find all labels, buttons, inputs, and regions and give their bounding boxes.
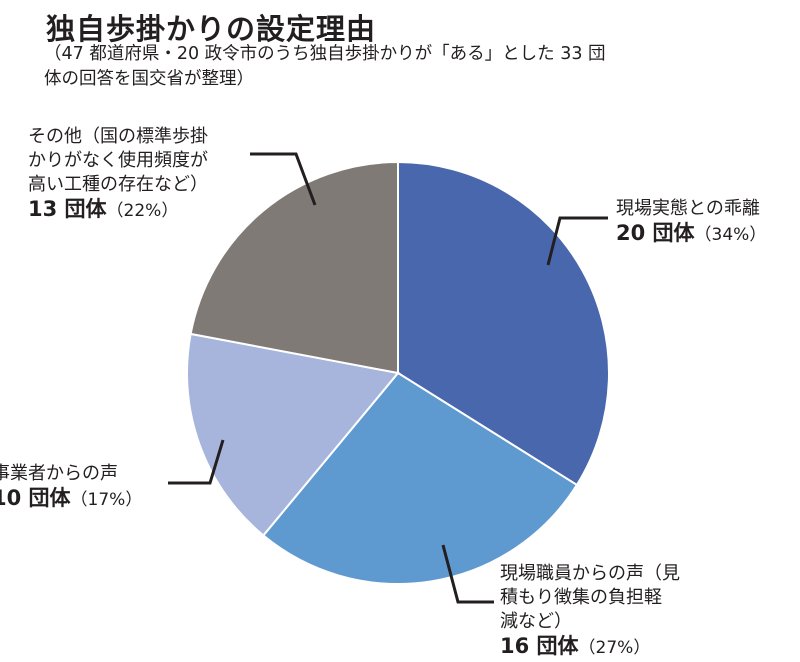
slice-percent: （27%） bbox=[578, 638, 651, 658]
slice-name-line: 現場実態との乖離 bbox=[616, 198, 760, 219]
slice-percent: （22%） bbox=[106, 201, 179, 221]
slice-name-line: かりがなく使用頻度が bbox=[28, 150, 208, 171]
subtitle-line-2: 体の回答を国交省が整理） bbox=[44, 69, 254, 89]
slice-label-genba-jittai: 現場実態との乖離 20 団体（34%） bbox=[616, 197, 766, 247]
leader-line bbox=[250, 152, 317, 206]
chart-title: 独自歩掛かりの設定理由 bbox=[46, 12, 377, 46]
chart-subtitle: （47 都道府県・20 政令市のうち独自歩掛かりが「ある」とした 33 団 体の… bbox=[44, 42, 764, 92]
slice-name-line: 事業者からの声 bbox=[0, 463, 118, 484]
slice-name-line: 現場職員からの声（見 bbox=[500, 563, 680, 584]
slice-name-line: 高い工種の存在など） bbox=[28, 174, 208, 195]
slice-count: 20 団体 bbox=[616, 221, 695, 245]
pie-slice-genba-jittai bbox=[397, 160, 610, 487]
slice-count: 10 団体 bbox=[0, 486, 71, 510]
subtitle-line-1: （47 都道府県・20 政令市のうち独自歩掛かりが「ある」とした 33 団 bbox=[44, 44, 606, 64]
slice-label-sonota: その他（国の標準歩掛 かりがなく使用頻度が 高い工種の存在など） 13 団体（2… bbox=[28, 125, 208, 223]
slice-label-jigyosha: 事業者からの声 10 団体（17%） bbox=[0, 462, 142, 512]
leader-line bbox=[546, 216, 608, 266]
slice-percent: （17%） bbox=[70, 490, 143, 510]
pie-slices bbox=[186, 160, 610, 585]
leader-line bbox=[168, 439, 225, 485]
slice-count: 13 団体 bbox=[28, 197, 107, 221]
pie-slice-sonota bbox=[189, 160, 399, 375]
pie-slice-genba-shokuin bbox=[261, 371, 579, 585]
leader-line bbox=[441, 544, 494, 604]
slice-percent: （34%） bbox=[694, 225, 767, 245]
slice-name-line: その他（国の標準歩掛 bbox=[28, 126, 208, 147]
slice-label-genba-shokuin: 現場職員からの声（見 積もり徴集の負担軽 減など） 16 団体（27%） bbox=[500, 562, 680, 660]
slice-name-line: 積もり徴集の負担軽 bbox=[500, 587, 662, 608]
slice-count: 16 団体 bbox=[500, 634, 579, 658]
pie-slice-jigyosha bbox=[186, 332, 400, 537]
slice-name-line: 減など） bbox=[500, 611, 572, 632]
leader-lines bbox=[168, 152, 608, 604]
